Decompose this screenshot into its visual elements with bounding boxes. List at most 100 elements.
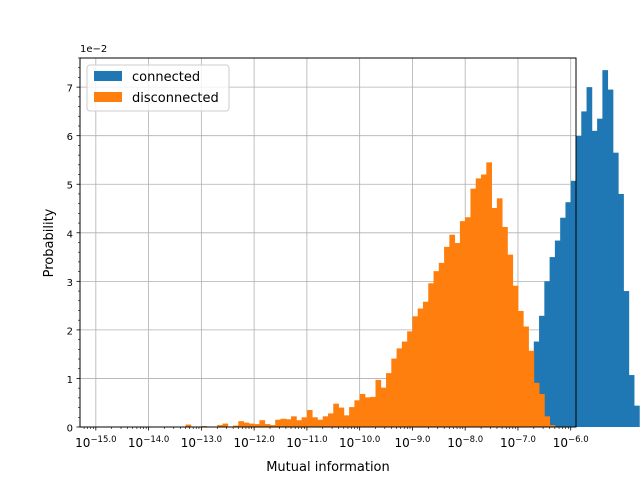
bar-connected: [591, 130, 598, 427]
bar-disconnected: [364, 397, 371, 427]
y-tick-label: 6: [67, 132, 73, 143]
bar-disconnected: [217, 425, 223, 427]
bar-connected: [549, 257, 556, 427]
bar-disconnected: [539, 393, 545, 427]
legend-label-disconnected: disconnected: [132, 91, 219, 106]
bar-connected: [607, 89, 614, 427]
legend-frame: [86, 64, 230, 112]
bar-disconnected: [322, 416, 329, 427]
bar-disconnected: [481, 174, 487, 427]
bar-disconnected: [343, 415, 350, 427]
bar-disconnected: [386, 373, 392, 427]
x-axis-ticks: 10−15.0 10−14.0 10−13.0 10−12.0 10−11.0 10−10…: [75, 427, 589, 450]
bar-connected: [544, 281, 551, 427]
y-tick-label: 0: [67, 424, 73, 435]
x-tick-label: 10−6.0: [553, 435, 589, 450]
bar-disconnected: [544, 416, 551, 427]
bar-disconnected: [533, 382, 540, 427]
bar-connected: [634, 405, 640, 427]
bar-disconnected: [523, 326, 529, 427]
bar-disconnected: [444, 246, 450, 427]
bar-connected: [539, 315, 545, 427]
bar-disconnected: [264, 424, 271, 427]
bar-disconnected: [428, 283, 434, 427]
bar-disconnected: [512, 285, 519, 427]
y-tick-label: 1: [67, 375, 73, 386]
histogram-bars: [185, 70, 640, 427]
y-offset-label: 1e−2: [80, 44, 107, 55]
bar-disconnected: [328, 413, 334, 427]
bar-connected: [565, 202, 572, 427]
bar-disconnected: [301, 417, 308, 427]
bar-disconnected: [417, 308, 424, 427]
bar-disconnected: [254, 424, 260, 427]
bar-connected: [586, 87, 593, 427]
bar-disconnected: [496, 198, 503, 427]
bar-connected: [576, 135, 582, 427]
bar-connected: [618, 193, 624, 427]
x-tick-label: 10−7.0: [500, 435, 536, 450]
x-axis-title: Mutual information: [266, 460, 390, 475]
x-tick-label: 10−9.0: [394, 435, 430, 450]
bar-disconnected: [507, 254, 514, 427]
bar-disconnected: [433, 271, 440, 427]
y-axis-title: Probability: [42, 208, 57, 277]
bar-disconnected: [486, 162, 492, 427]
bar-disconnected: [306, 410, 313, 427]
y-tick-label: 2: [67, 326, 73, 337]
x-tick-label: 10−12.0: [233, 435, 274, 450]
bar-disconnected: [285, 419, 292, 427]
bar-disconnected: [185, 424, 192, 427]
y-tick-label: 7: [67, 84, 73, 95]
bar-disconnected: [465, 217, 471, 427]
x-tick-label: 10−14.0: [128, 435, 169, 450]
bar-disconnected: [380, 387, 387, 427]
bar-disconnected: [491, 208, 498, 427]
bar-connected: [628, 375, 635, 427]
y-tick-label: 4: [67, 229, 73, 240]
bar-connected: [554, 240, 561, 427]
bar-disconnected: [317, 419, 324, 427]
bar-disconnected: [528, 350, 535, 427]
bar-connected: [597, 118, 603, 427]
bar-disconnected: [269, 425, 276, 427]
bar-disconnected: [359, 393, 366, 427]
bar-disconnected: [296, 420, 303, 427]
bar-disconnected: [549, 425, 556, 427]
bar-connected: [570, 180, 577, 427]
bar-disconnected: [517, 310, 524, 427]
bar-connected: [581, 111, 587, 427]
bar-disconnected: [333, 403, 339, 427]
bar-disconnected: [375, 379, 382, 427]
bar-disconnected: [401, 341, 408, 427]
x-tick-label: 10−8.0: [447, 435, 483, 450]
bar-disconnected: [391, 358, 397, 427]
bar-disconnected: [243, 422, 250, 427]
x-tick-label: 10−11.0: [286, 435, 327, 450]
bar-disconnected: [349, 407, 355, 427]
bar-disconnected: [412, 316, 419, 427]
legend: connected disconnected: [86, 64, 230, 112]
bar-disconnected: [422, 301, 429, 427]
bar-disconnected: [238, 421, 244, 427]
bar-disconnected: [470, 188, 477, 427]
y-axis-ticks: 0 1 2 3 4 5 6 7: [67, 57, 80, 435]
bar-disconnected: [280, 418, 287, 427]
bar-disconnected: [354, 400, 361, 427]
bar-disconnected: [370, 396, 376, 427]
x-tick-label: 10−15.0: [75, 435, 116, 450]
bar-disconnected: [222, 423, 229, 427]
bar-disconnected: [248, 423, 255, 427]
series-disconnected: [185, 162, 556, 427]
bar-disconnected: [502, 226, 508, 427]
bar-disconnected: [312, 417, 318, 427]
bar-disconnected: [233, 425, 239, 427]
legend-label-connected: connected: [132, 70, 200, 85]
bar-disconnected: [475, 178, 482, 427]
legend-swatch-connected: [94, 71, 122, 81]
bar-disconnected: [438, 262, 445, 427]
bar-disconnected: [396, 348, 403, 427]
bar-connected: [623, 291, 630, 427]
